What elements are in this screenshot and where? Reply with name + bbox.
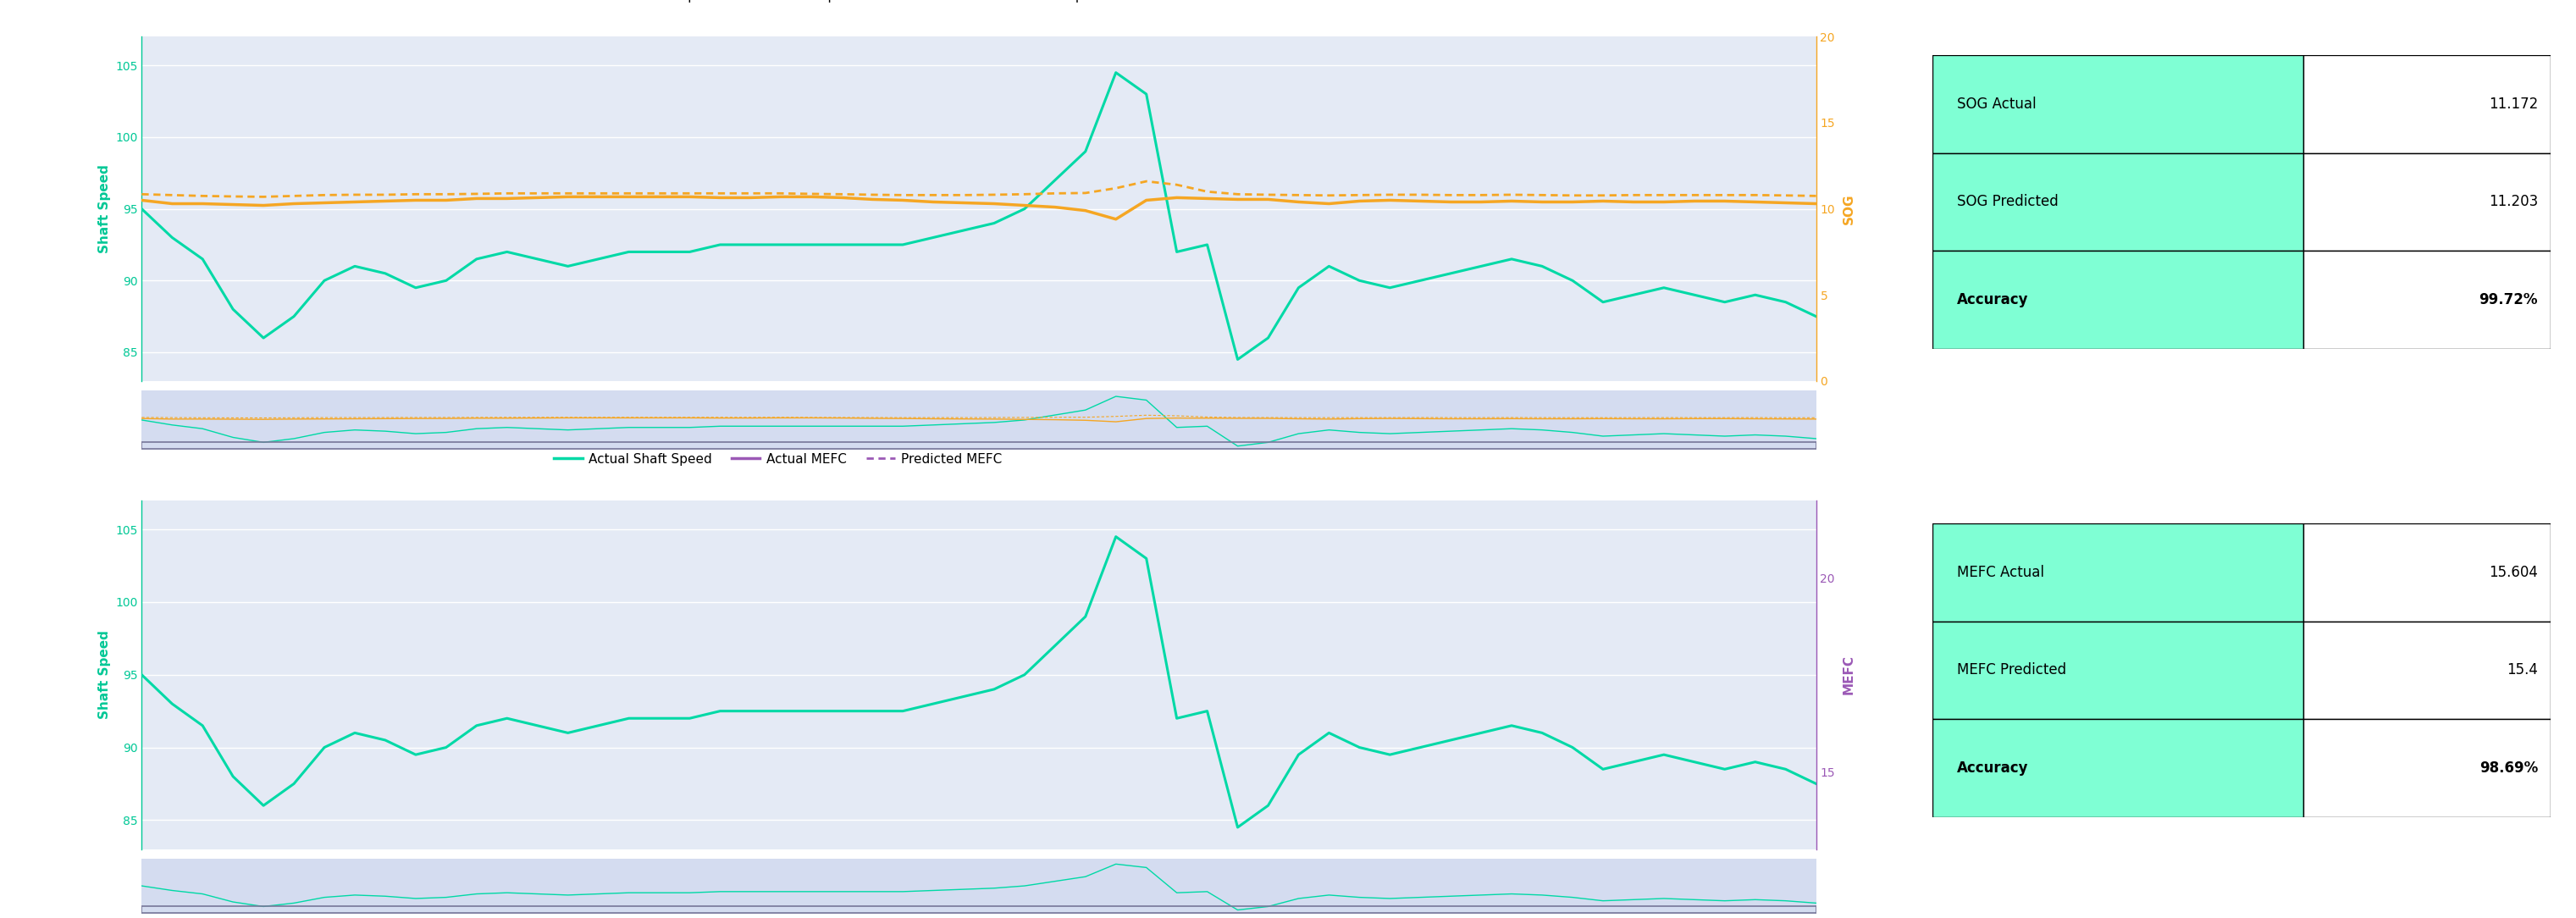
Y-axis label: MEFC: MEFC	[1842, 655, 1855, 695]
Y-axis label: SOG: SOG	[1842, 194, 1855, 224]
Text: Accuracy: Accuracy	[1958, 292, 2027, 308]
FancyBboxPatch shape	[1932, 251, 2303, 349]
Text: SOG Actual: SOG Actual	[1958, 96, 2035, 112]
Text: MEFC Actual: MEFC Actual	[1958, 565, 2043, 580]
Bar	[142, 906, 1816, 912]
Text: 98.69%: 98.69%	[2478, 760, 2537, 776]
Y-axis label: Shaft Speed: Shaft Speed	[98, 164, 111, 253]
FancyBboxPatch shape	[1932, 55, 2303, 153]
FancyBboxPatch shape	[1932, 523, 2303, 621]
Text: 99.72%: 99.72%	[2478, 292, 2537, 308]
FancyBboxPatch shape	[2303, 153, 2550, 251]
Text: SOG Predicted: SOG Predicted	[1958, 195, 2058, 209]
FancyBboxPatch shape	[2303, 621, 2550, 719]
Legend: Actual Shaft Speed, Actual Speed Over Ground, Predicted Speed Over Ground: Actual Shaft Speed, Actual Speed Over Gr…	[556, 0, 1200, 7]
Text: 15.604: 15.604	[2488, 565, 2537, 580]
Text: 11.203: 11.203	[2488, 195, 2537, 209]
FancyBboxPatch shape	[1932, 719, 2303, 817]
FancyBboxPatch shape	[2303, 719, 2550, 817]
Legend: Actual Shaft Speed, Actual MEFC, Predicted MEFC: Actual Shaft Speed, Actual MEFC, Predict…	[549, 447, 1007, 471]
Bar	[142, 442, 1816, 449]
Text: Accuracy: Accuracy	[1958, 760, 2027, 776]
FancyBboxPatch shape	[2303, 523, 2550, 621]
FancyBboxPatch shape	[2303, 55, 2550, 153]
Text: MEFC Predicted: MEFC Predicted	[1958, 663, 2066, 677]
Text: 15.4: 15.4	[2506, 663, 2537, 677]
FancyBboxPatch shape	[1932, 153, 2303, 251]
Y-axis label: Shaft Speed: Shaft Speed	[98, 631, 111, 719]
FancyBboxPatch shape	[1932, 621, 2303, 719]
FancyBboxPatch shape	[2303, 251, 2550, 349]
Text: 11.172: 11.172	[2488, 96, 2537, 112]
